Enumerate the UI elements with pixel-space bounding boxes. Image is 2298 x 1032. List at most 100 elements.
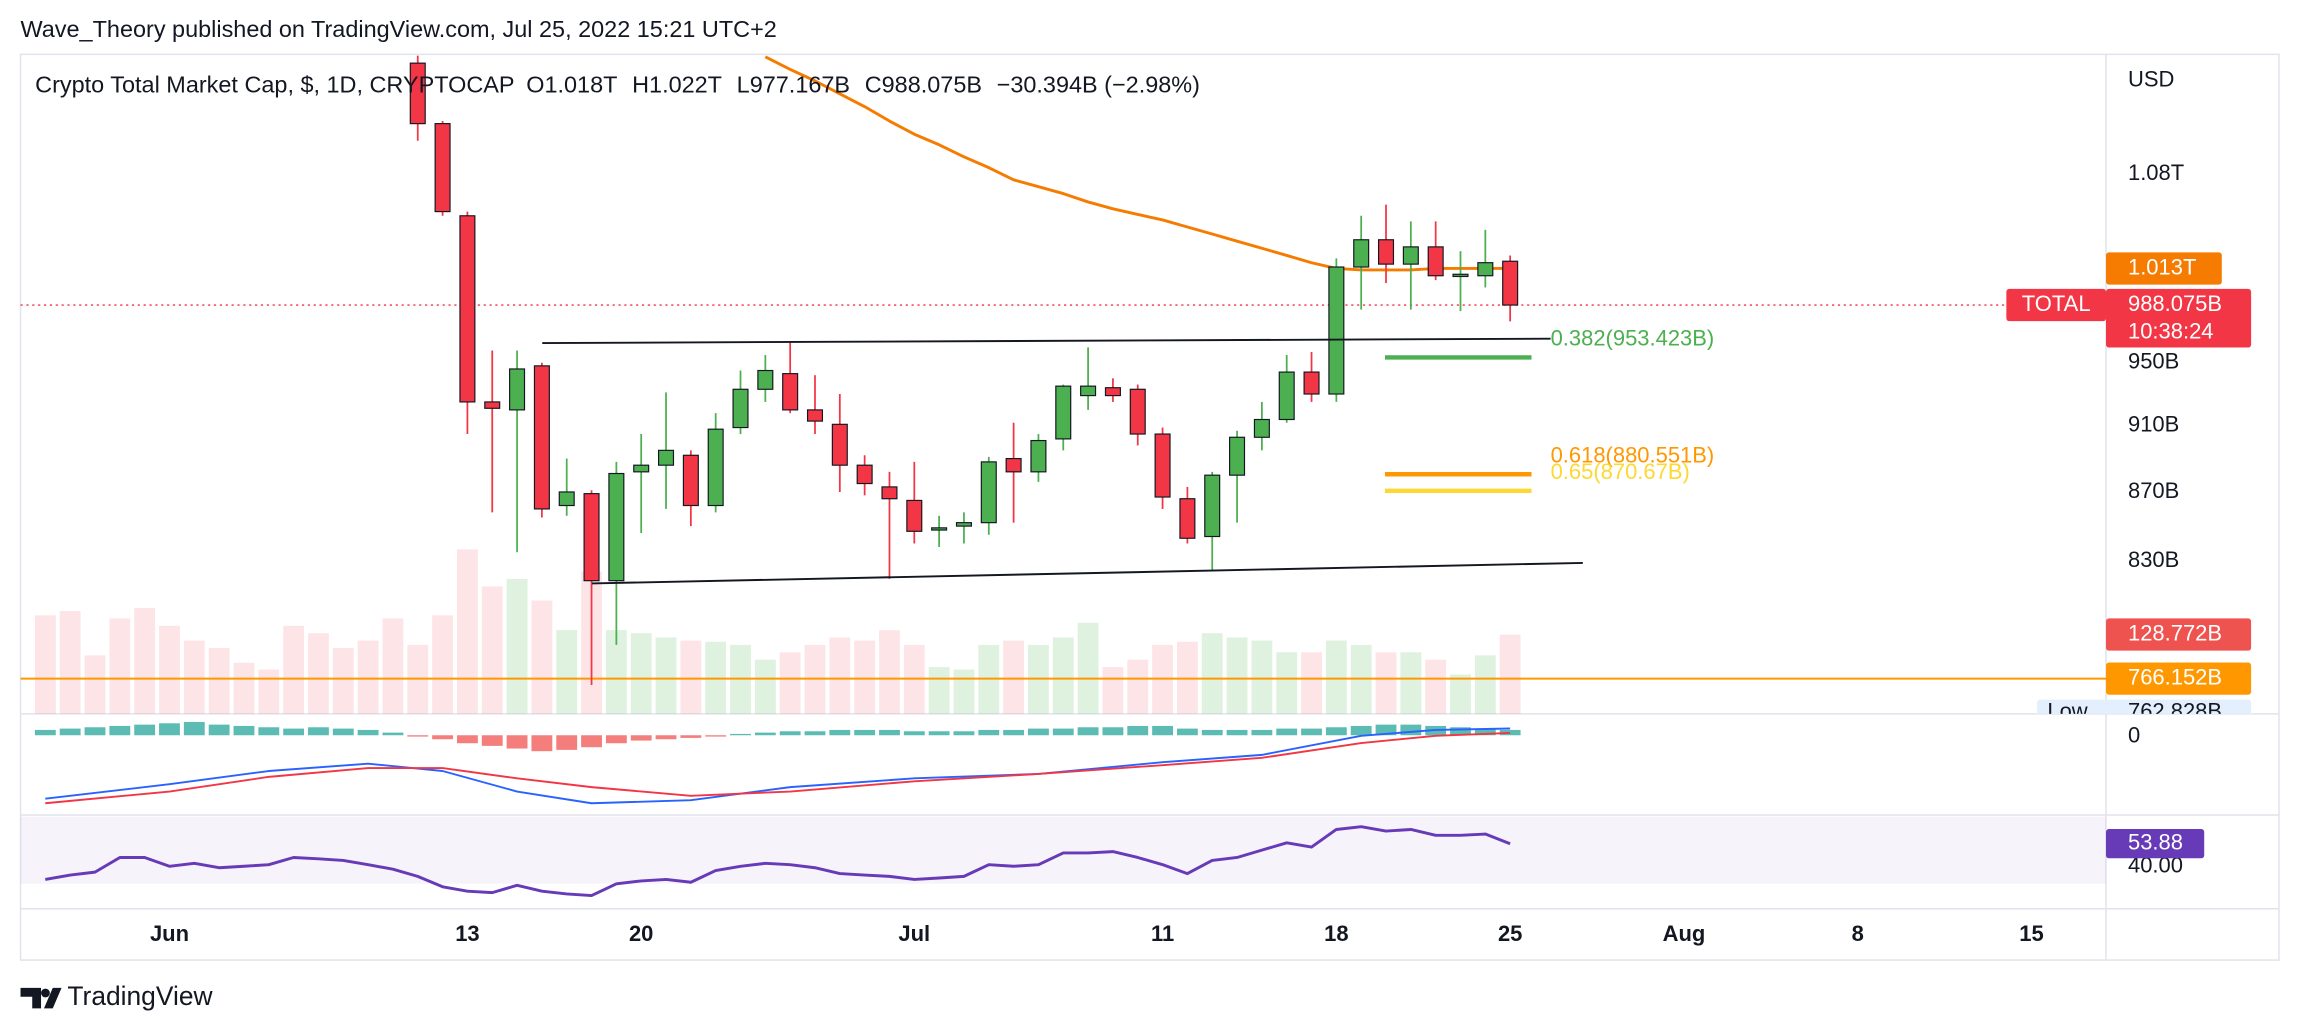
candle-body [1080, 385, 1097, 397]
candle-body [1204, 474, 1221, 538]
volume-bar [357, 640, 379, 714]
candle-body [509, 368, 526, 411]
macd-histogram-bar [978, 729, 1000, 736]
volume-bar [953, 669, 975, 714]
volume-bar [928, 667, 950, 714]
macd-histogram-bar [1028, 728, 1049, 736]
volume-bar [183, 640, 205, 714]
candle-body [633, 464, 650, 473]
candle-body [1303, 371, 1320, 395]
candle-body [1377, 239, 1395, 265]
candle-body [1452, 273, 1469, 278]
legend-open: O1.018T [526, 72, 617, 98]
macd-histogram-bar [1251, 729, 1273, 736]
macd-histogram-bar [730, 733, 751, 736]
volume-bar [1400, 652, 1422, 714]
volume-bar [1102, 667, 1124, 714]
volume-bar [829, 637, 851, 714]
macd-histogram-bar [208, 724, 230, 736]
x-tick-label: Jul [898, 921, 930, 946]
macd-histogram-bar [456, 735, 478, 744]
macd-histogram-bar [1499, 729, 1521, 736]
volume-bar [109, 618, 131, 714]
ma-tag [2106, 252, 2222, 285]
logo-mark [43, 987, 62, 1009]
candle-body [533, 365, 550, 510]
macd-histogram-bar [953, 731, 975, 736]
macd-histogram-bar [283, 728, 305, 736]
symbol-tag [2006, 288, 2107, 322]
macd-histogram-bar [1450, 727, 1471, 736]
macd-histogram-bar [1152, 725, 1174, 736]
volume-bar [34, 615, 56, 714]
macd-histogram-bar [680, 735, 702, 738]
logo: TradingView [20, 981, 214, 1011]
macd-histogram-bar [1077, 727, 1099, 736]
candle-body [806, 409, 824, 422]
macd-histogram-bar [134, 724, 156, 736]
candle-body [1005, 457, 1022, 473]
candle-body [558, 491, 575, 507]
volume-bar [332, 647, 354, 714]
macd-histogram-bar [705, 735, 727, 737]
candle-body [608, 472, 625, 582]
volume-bar [456, 549, 478, 714]
plot-layer: 0.382(953.423B) 0.618(880.551B)0.65(870.6… [20, 55, 2107, 898]
candle-body [1402, 246, 1419, 265]
macd-histogram-bar [109, 725, 131, 736]
volume-bar [84, 655, 106, 714]
legend-low: L977.167B [737, 72, 850, 98]
macd-histogram-bar [854, 729, 876, 736]
candle-body [931, 527, 948, 531]
rsi-tag [2106, 828, 2205, 859]
candle-body [583, 493, 600, 582]
macd-histogram-bar [1350, 725, 1372, 736]
macd-histogram-bar [407, 735, 429, 737]
symbol-name: Crypto Total Market Cap, $, 1D, CRYPTOCA… [35, 72, 514, 98]
macd-histogram-bar [84, 727, 106, 736]
volume-bar [382, 618, 404, 714]
volume-bar [1077, 622, 1099, 714]
candle-body [980, 461, 997, 524]
drawings [542, 337, 1583, 585]
axis-tags: Low 762.828B 128.772B 766.152B 1.013T TOTAL 98… [2006, 252, 2252, 714]
volume-bar [481, 586, 503, 714]
logo-text: TradingView [67, 981, 213, 1011]
x-tick-label: 8 [1852, 921, 1864, 946]
candle-body [1328, 266, 1345, 395]
last-price-text: 988.075B [2128, 291, 2222, 316]
candle-body [484, 401, 501, 409]
volume-bar [1325, 640, 1347, 714]
candle-body [955, 522, 972, 527]
candle-body [459, 215, 476, 403]
volume-bar [1425, 659, 1447, 714]
macd-histogram-bar [1276, 728, 1298, 736]
x-tick-label: 18 [1324, 921, 1348, 946]
rsi-band [20, 816, 2107, 884]
macd-histogram-bar [1400, 724, 1422, 736]
candle-body [1502, 260, 1519, 306]
candle-body [757, 369, 774, 390]
x-tick-label: 25 [1498, 921, 1522, 946]
volume-tag [2106, 618, 2252, 651]
volume-bar [1003, 640, 1025, 714]
macd-histogram-bar [382, 732, 404, 736]
legend-high: H1.022T [632, 72, 722, 98]
macd-histogram-bar [183, 721, 205, 736]
volume-bar [779, 652, 801, 714]
x-tick-label: Aug [1663, 921, 1706, 946]
x-tick-label: 15 [2019, 921, 2043, 946]
last-price-tag [2106, 288, 2252, 348]
candle-body [906, 499, 923, 532]
candle-body [657, 449, 675, 466]
macd-histogram-bar [779, 731, 801, 736]
volume-bar [605, 630, 627, 714]
macd-histogram-bar [1301, 728, 1322, 736]
volume-bar [59, 611, 81, 714]
volume-bar [1127, 659, 1149, 714]
macd-histogram-bar [556, 735, 578, 750]
candle-body [856, 464, 873, 485]
x-tick-label: 11 [1151, 921, 1174, 946]
level-tag-text: 766.152B [2128, 664, 2222, 689]
candle-body [1104, 387, 1121, 397]
